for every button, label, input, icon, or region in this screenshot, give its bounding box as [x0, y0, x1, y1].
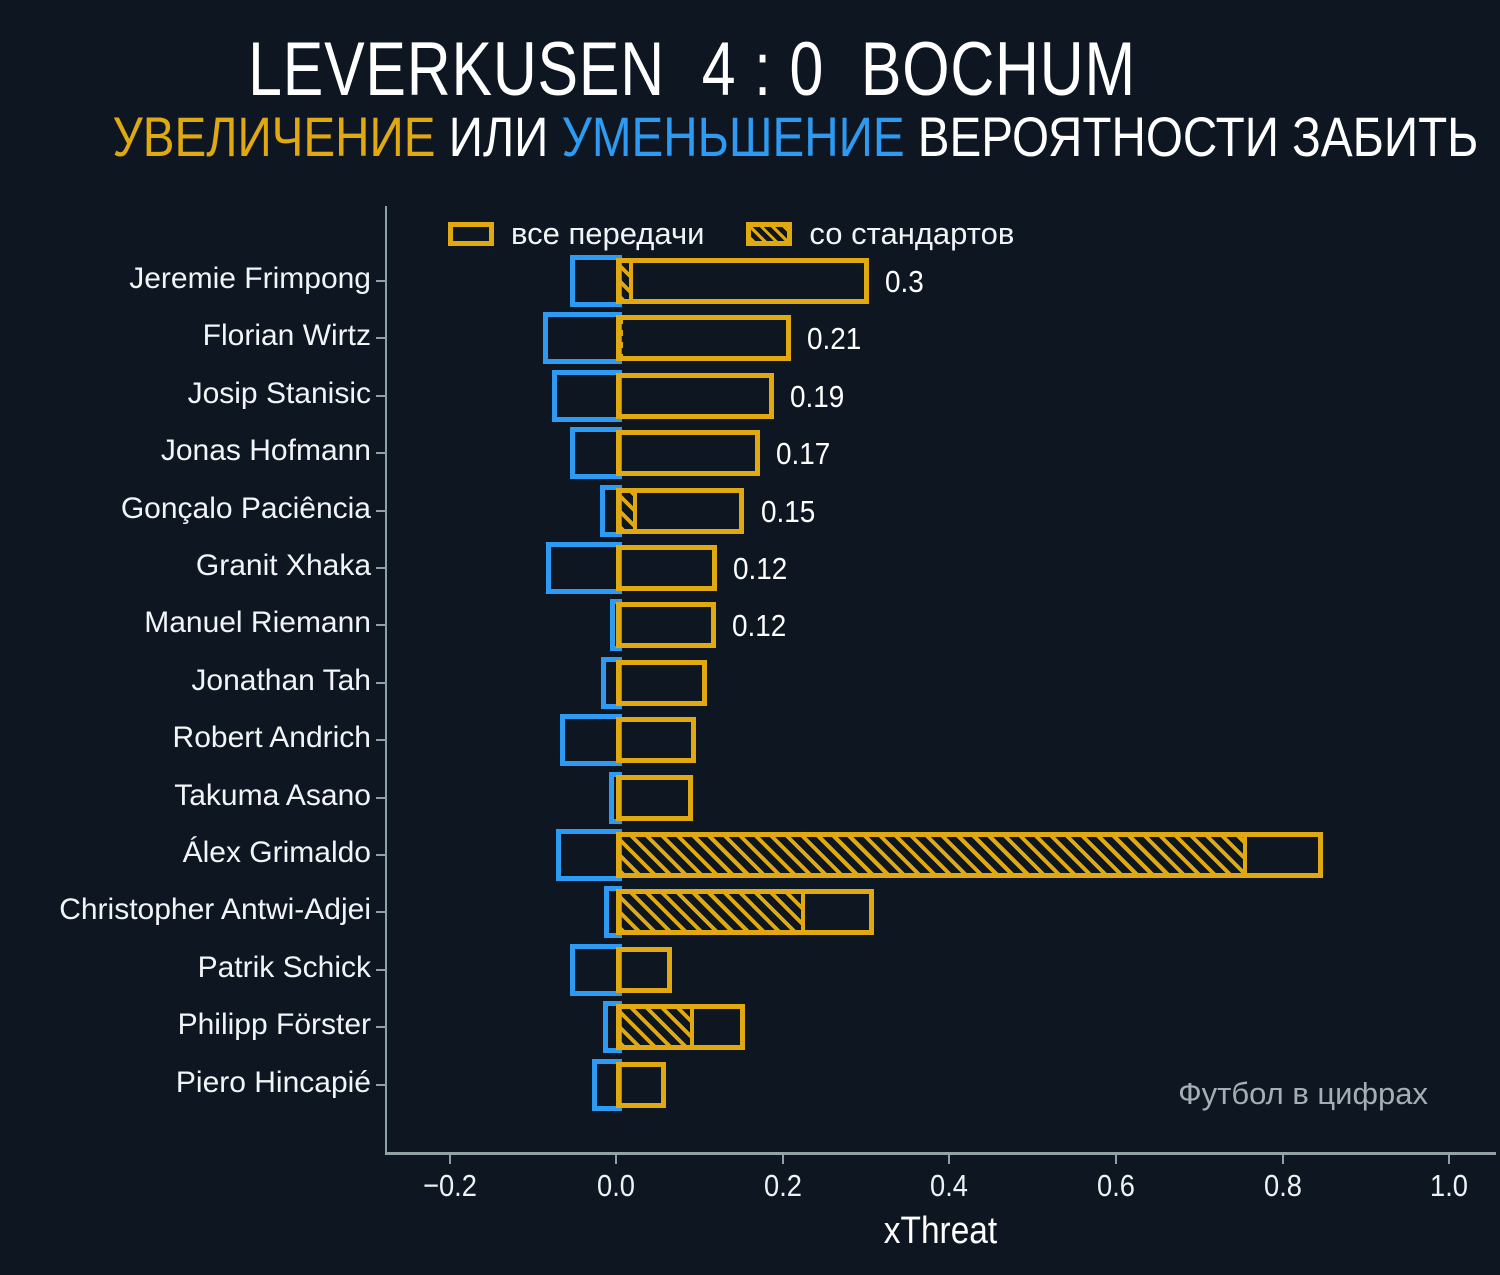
y-tick	[376, 452, 385, 455]
increase-bar	[616, 315, 792, 362]
player-label: Patrik Schick	[197, 950, 371, 984]
plot-area: все передачи со стандартов Jeremie Frimp…	[59, 204, 1496, 1252]
watermark: Футбол в цифрах	[1178, 1076, 1428, 1111]
x-tick	[948, 1155, 951, 1164]
y-tick	[376, 567, 385, 569]
player-label: Manuel Riemann	[144, 606, 371, 640]
y-tick	[376, 509, 385, 512]
match-score: 4 : 0	[701, 27, 825, 112]
set-pieces-swatch-icon	[746, 222, 793, 246]
increase-bar	[616, 774, 693, 821]
decrease-bar	[552, 369, 623, 422]
increase-bar	[616, 1061, 667, 1108]
set-piece-bar	[616, 258, 633, 304]
value-label: 0.12	[733, 551, 788, 586]
y-tick	[376, 968, 385, 971]
player-label: Jonas Hofmann	[160, 434, 371, 468]
player-label: Robert Andrich	[172, 721, 371, 755]
y-tick	[376, 337, 385, 340]
y-tick	[376, 624, 385, 627]
x-tick-label: 0.2	[763, 1168, 802, 1203]
player-label: Piero Hincapié	[175, 1065, 371, 1099]
legend-item-set-pieces: со стандартов	[746, 216, 1014, 252]
value-label: 0.12	[732, 608, 787, 644]
decrease-bar	[560, 714, 623, 767]
y-axis-spine	[385, 206, 387, 1152]
x-tick	[615, 1155, 618, 1164]
set-piece-bar	[619, 318, 624, 359]
x-tick-label: −0.2	[422, 1168, 477, 1203]
player-label: Josip Stanisic	[187, 376, 371, 410]
increase-bar	[616, 430, 761, 477]
y-tick	[376, 911, 385, 914]
x-tick-label: 0.6	[1097, 1168, 1136, 1203]
subtitle-decrease-word: УМЕНЬШЕНИЕ	[561, 105, 905, 168]
player-label: Christopher Antwi-Adjei	[59, 893, 371, 927]
away-team: BOCHUM	[860, 27, 1136, 112]
player-label: Jonathan Tah	[191, 663, 371, 697]
decrease-bar	[542, 312, 623, 365]
increase-bar	[616, 659, 707, 706]
decrease-bar	[570, 943, 623, 996]
set-piece-bar	[616, 1004, 694, 1051]
all-passes-swatch-icon	[448, 222, 494, 246]
decrease-bar	[546, 542, 623, 594]
subtitle-rest: ВЕРОЯТНОСТИ ЗАБИТЬ	[917, 105, 1479, 168]
legend-item-all-passes: все передачи	[448, 216, 704, 252]
decrease-bar	[556, 829, 623, 881]
value-label: 0.17	[776, 436, 831, 472]
legend-label: со стандартов	[809, 216, 1015, 251]
set-piece-bar	[616, 832, 1247, 878]
value-label: 0.19	[790, 378, 845, 414]
x-tick	[448, 1155, 451, 1164]
set-piece-bar	[616, 889, 806, 936]
subtitle-or-word: ИЛИ	[448, 105, 549, 168]
y-tick	[376, 1083, 385, 1086]
increase-bar	[616, 602, 717, 649]
y-tick	[376, 739, 385, 742]
x-tick-label: 0.8	[1263, 1168, 1302, 1203]
x-tick-label: 1.0	[1430, 1168, 1469, 1203]
increase-bar	[616, 717, 697, 764]
decrease-bar	[569, 255, 623, 307]
subtitle-increase-word: УВЕЛИЧЕНИЕ	[112, 105, 436, 168]
player-label: Gonçalo Paciência	[120, 491, 371, 525]
increase-bar	[616, 258, 870, 304]
home-team: LEVERKUSEN	[248, 27, 665, 112]
y-tick	[376, 796, 385, 799]
x-axis-title: xThreat	[883, 1210, 998, 1252]
player-label: Granit Xhaka	[195, 549, 371, 582]
player-label: Philipp Förster	[177, 1008, 371, 1042]
match-title: LEVERKUSEN 4 : 0 BOCHUM	[92, 26, 1292, 113]
chart-subtitle: УВЕЛИЧЕНИЕ ИЛИ УМЕНЬШЕНИЕ ВЕРОЯТНОСТИ ЗА…	[112, 104, 1479, 169]
decrease-bar	[569, 427, 623, 480]
x-tick	[1281, 1155, 1284, 1164]
player-label: Takuma Asano	[174, 778, 371, 812]
set-piece-bar	[616, 487, 638, 534]
x-axis-spine	[385, 1152, 1496, 1155]
x-tick	[1115, 1155, 1118, 1164]
x-tick-label: 0.4	[930, 1168, 969, 1203]
increase-bar	[616, 372, 775, 419]
y-tick	[376, 280, 385, 282]
value-label: 0.21	[807, 321, 862, 357]
x-tick-label: 0.0	[597, 1168, 636, 1203]
y-tick	[376, 681, 385, 684]
y-tick	[376, 394, 385, 397]
x-tick	[1448, 1155, 1451, 1164]
y-tick	[376, 854, 385, 856]
value-label: 0.3	[885, 264, 925, 299]
value-label: 0.15	[760, 493, 815, 529]
player-label: Jeremie Frimpong	[129, 262, 371, 295]
player-label: Florian Wirtz	[202, 319, 371, 353]
increase-bar	[616, 946, 672, 993]
legend-label: все передачи	[511, 216, 705, 251]
y-tick	[376, 1026, 385, 1029]
legend: все передачи со стандартов	[448, 216, 1014, 252]
player-label: Álex Grimaldo	[182, 836, 371, 869]
increase-bar	[616, 545, 717, 591]
x-tick	[781, 1155, 784, 1164]
